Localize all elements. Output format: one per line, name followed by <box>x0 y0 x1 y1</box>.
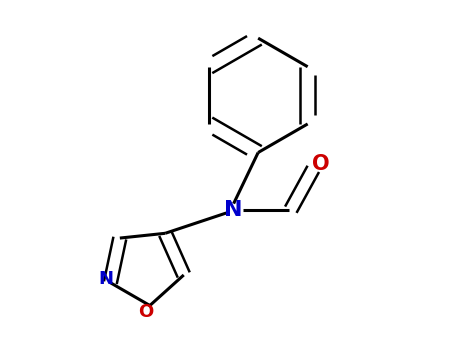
Text: N: N <box>224 200 243 220</box>
Text: O: O <box>312 154 329 174</box>
Text: O: O <box>138 303 153 321</box>
Text: N: N <box>99 270 114 288</box>
